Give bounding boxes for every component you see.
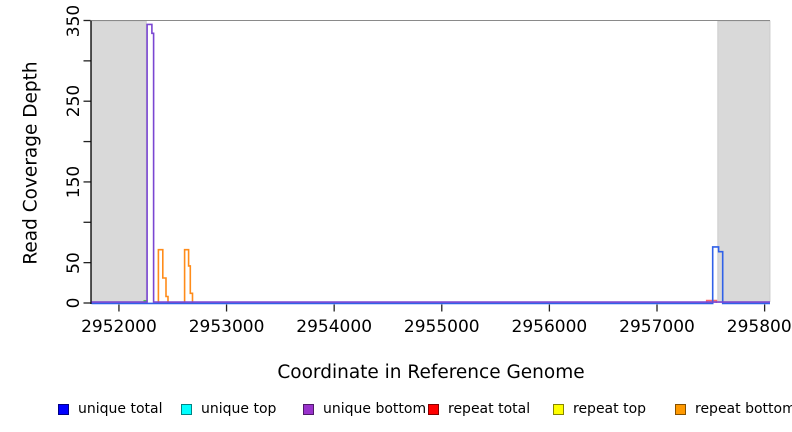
shaded-region (91, 20, 147, 302)
legend-item-label: unique top (201, 401, 277, 417)
series-unique-bottom (91, 23, 770, 303)
y-tick-label: 0 (64, 297, 84, 309)
x-tick-label: 2955000 (403, 317, 480, 337)
legend-item-label: repeat total (448, 401, 531, 417)
x-tick-label: 2957000 (619, 317, 695, 337)
legend-item-label: repeat bottom (695, 401, 792, 417)
legend-item-label: repeat top (573, 401, 647, 417)
legend-swatch-icon (675, 403, 686, 415)
legend-swatch-icon (303, 403, 314, 415)
legend-item: unique total (58, 401, 162, 417)
legend-swatch-icon (553, 403, 564, 415)
legend-item-label: unique bottom (323, 401, 427, 417)
x-axis-title: Coordinate in Reference Genome (277, 362, 585, 383)
y-axis-title: Read Coverage Depth (20, 61, 42, 265)
legend-item-label: unique total (78, 401, 163, 417)
shaded-region (717, 20, 771, 302)
x-tick-label: 2953000 (188, 317, 265, 337)
legend-item: unique bottom (303, 401, 426, 417)
x-tick-label: 2954000 (296, 317, 373, 337)
legend: unique total unique top unique bottom re… (0, 0, 792, 417)
y-tick-label: 150 (64, 165, 84, 199)
legend-item: repeat bottom (675, 401, 792, 417)
legend-item: repeat total (428, 401, 530, 417)
series-unique-total (91, 246, 770, 305)
x-tick-label: 2952000 (81, 317, 157, 337)
legend-swatch-icon (58, 403, 69, 415)
y-tick-label: 50 (64, 251, 84, 274)
x-tick-label: 2956000 (511, 317, 588, 337)
y-tick-label: 250 (64, 84, 84, 118)
legend-item: unique top (181, 401, 276, 417)
series-repeat-bottom (157, 248, 194, 304)
legend-swatch-icon (428, 403, 439, 415)
legend-swatch-icon (181, 403, 192, 415)
legend-item: repeat top (553, 401, 646, 417)
